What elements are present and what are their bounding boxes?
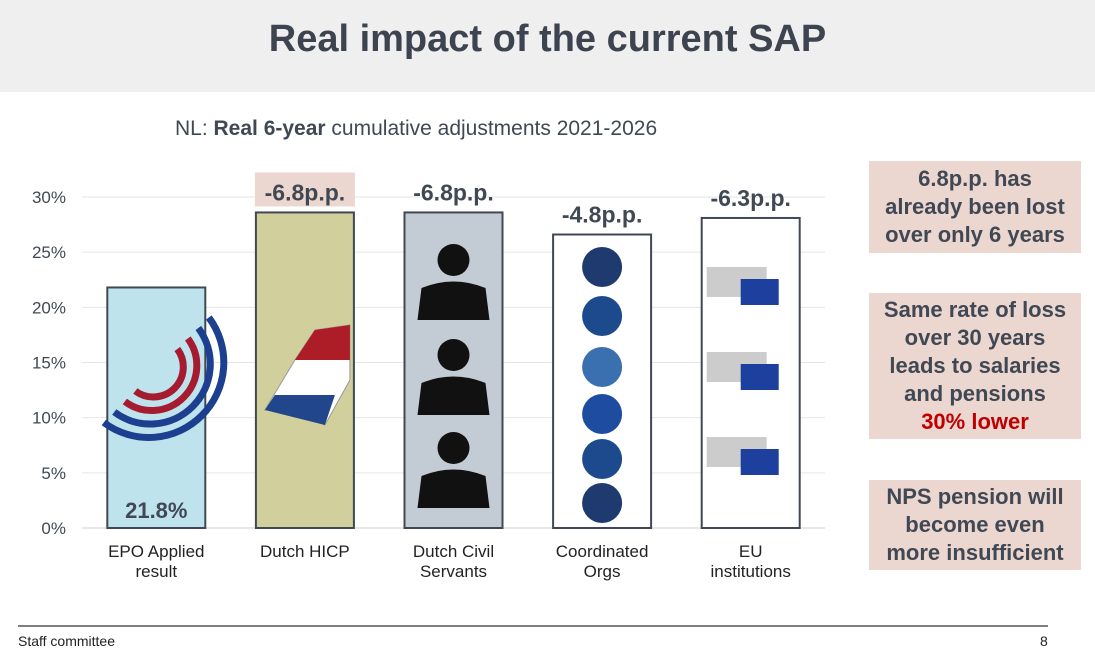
- box-line: become even: [905, 512, 1045, 537]
- y-tick-label: 0%: [41, 519, 66, 538]
- eu-flag-icon: [740, 364, 779, 390]
- data-label: -6.8p.p.: [413, 179, 494, 205]
- box-line: and pensions: [904, 381, 1046, 406]
- flag-blue: [264, 395, 335, 425]
- box-line: 6.8p.p. has: [918, 166, 1032, 191]
- x-tick-label: institutions: [711, 562, 791, 581]
- x-tick-label: Coordinated: [556, 542, 649, 561]
- epo-logo-arc: [112, 325, 214, 428]
- data-label: -6.3p.p.: [710, 185, 791, 211]
- data-label: 21.8%: [125, 498, 187, 523]
- box-highlight: 30% lower: [921, 409, 1029, 434]
- org-logo-icon: [582, 296, 623, 336]
- data-label: -6.8p.p.: [265, 179, 346, 205]
- person-body-icon: [417, 376, 490, 415]
- chart-subtitle: NL: Real 6-year cumulative adjustments 2…: [175, 117, 657, 141]
- box-line: leads to salaries: [889, 353, 1061, 378]
- x-tick-label: EU: [739, 542, 763, 561]
- y-tick-label: 10%: [32, 409, 66, 428]
- side-box-3: NPS pension will become even more insuff…: [869, 480, 1081, 570]
- x-tick-label: Dutch Civil: [413, 542, 494, 561]
- footer-label: Staff committee: [18, 633, 116, 649]
- x-tick-label: Servants: [420, 562, 487, 581]
- flag-red: [294, 325, 350, 360]
- data-label: -4.8p.p.: [562, 202, 643, 228]
- data-label-highlight: [254, 172, 355, 207]
- y-tick-label: 15%: [32, 354, 66, 373]
- box-line: more insufficient: [886, 540, 1064, 565]
- person-head-icon: [437, 432, 470, 464]
- y-tick-label: 25%: [32, 243, 66, 262]
- epo-logo-arc: [133, 346, 187, 401]
- subtitle-prefix: NL:: [175, 117, 214, 140]
- subtitle-suffix: cumulative adjustments 2021-2026: [325, 117, 658, 140]
- y-tick-label: 5%: [41, 464, 66, 483]
- slide-title: Real impact of the current SAP: [268, 18, 827, 60]
- side-box-1: 6.8p.p. has already been lost over only …: [869, 161, 1081, 253]
- person-head-icon: [437, 244, 470, 276]
- header-band: [0, 0, 1095, 92]
- eu-flag-icon: [740, 279, 779, 305]
- org-logo-icon: [582, 347, 623, 387]
- org-logo-icon: [582, 483, 623, 523]
- person-body-icon: [417, 281, 490, 320]
- box-line: NPS pension will: [886, 484, 1064, 509]
- box-line: Same rate of loss: [883, 297, 1067, 322]
- x-tick-label: Orgs: [584, 562, 621, 581]
- page-number: 8: [1040, 633, 1048, 649]
- org-logo-icon: [582, 394, 623, 434]
- x-tick-label: Dutch HICP: [260, 542, 350, 561]
- epo-logo-arc: [122, 336, 201, 414]
- x-tick-label: result: [136, 562, 178, 581]
- eu-flag-icon: [740, 449, 779, 475]
- y-tick-label: 20%: [32, 298, 66, 317]
- person-head-icon: [437, 339, 470, 371]
- box-line: over only 6 years: [885, 222, 1065, 247]
- person-body-icon: [417, 469, 490, 508]
- footer-divider: [18, 625, 1048, 627]
- side-box-2: Same rate of loss over 30 years leads to…: [869, 293, 1081, 439]
- org-logo-icon: [582, 439, 623, 479]
- x-tick-label: EPO Applied: [108, 542, 204, 561]
- epo-logo-arc: [101, 315, 228, 441]
- y-tick-label: 30%: [32, 188, 66, 207]
- box-line: over 30 years: [904, 325, 1046, 350]
- box-line: already been lost: [885, 194, 1065, 219]
- subtitle-bold: Real 6-year: [213, 117, 326, 140]
- org-logo-icon: [582, 247, 623, 287]
